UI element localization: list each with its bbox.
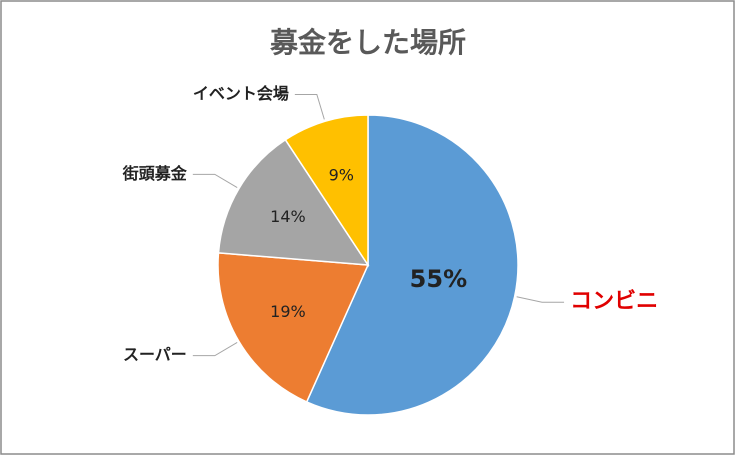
leader-line	[294, 94, 325, 120]
leader-line	[192, 173, 238, 189]
pie-slice	[284, 114, 369, 268]
pie-slice	[217, 138, 370, 266]
pie-slice	[305, 114, 519, 416]
category-label: スーパー	[123, 345, 187, 364]
leader-line	[192, 341, 238, 357]
category-label: イベント会場	[193, 84, 289, 103]
pie-slice	[217, 252, 370, 403]
category-label: コンビニ	[570, 289, 658, 314]
data-label: 14%	[270, 207, 306, 226]
leader-line	[516, 296, 565, 303]
data-label: 55%	[410, 265, 467, 293]
chart-title: 募金をした場所	[269, 26, 466, 59]
category-label: 街頭募金	[122, 164, 188, 183]
data-label: 19%	[270, 302, 306, 321]
data-label: 9%	[329, 165, 354, 184]
